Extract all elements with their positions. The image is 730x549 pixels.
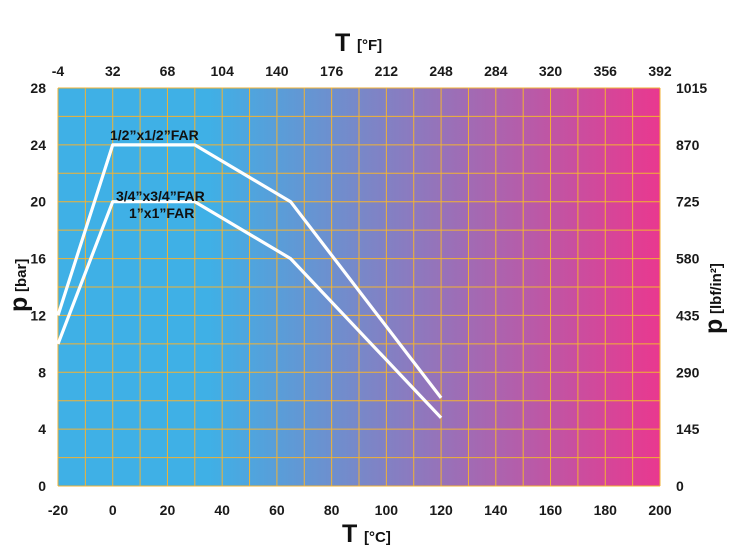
top-tick-label: 140 <box>265 63 289 79</box>
top-tick-label: 176 <box>320 63 344 79</box>
bottom-tick-label: 180 <box>594 502 618 518</box>
right-tick-label: 580 <box>676 251 700 267</box>
bottom-tick-label: 140 <box>484 502 508 518</box>
bottom-tick-label: 100 <box>375 502 399 518</box>
right-tick-label: 290 <box>676 364 700 380</box>
bottom-tick-label: 160 <box>539 502 563 518</box>
bottom-axis-unit: [°C] <box>364 529 391 546</box>
right-axis-symbol: p <box>700 319 728 334</box>
top-tick-label: 320 <box>539 63 563 79</box>
left-tick-label: 12 <box>30 307 46 323</box>
top-tick-label: 284 <box>484 63 508 79</box>
bottom-axis-symbol: T <box>342 520 357 548</box>
top-tick-label: 212 <box>375 63 399 79</box>
bottom-tick-label: 0 <box>109 502 117 518</box>
right-tick-label: 145 <box>676 421 700 437</box>
series-label-3: 1”x1”FAR <box>129 205 194 221</box>
bottom-tick-label: 40 <box>214 502 230 518</box>
top-tick-label: 392 <box>648 63 672 79</box>
top-tick-label: 356 <box>594 63 618 79</box>
bottom-tick-label: 20 <box>160 502 176 518</box>
top-tick-label: 104 <box>211 63 235 79</box>
right-tick-label: 725 <box>676 194 700 210</box>
left-tick-label: 4 <box>38 421 46 437</box>
left-axis-unit: [bar] <box>13 259 30 292</box>
left-tick-label: 8 <box>38 364 46 380</box>
bottom-tick-label: 200 <box>648 502 672 518</box>
right-tick-label: 870 <box>676 137 700 153</box>
series-label-1: 1/2”x1/2”FAR <box>110 127 199 143</box>
series-lines <box>56 143 443 419</box>
tick-labels: -20 0 20 40 60 80 100 120 140 160 180 200-4 32 68 104 1… <box>30 63 707 518</box>
grid-lines <box>57 87 661 487</box>
bottom-tick-label: -20 <box>48 502 68 518</box>
left-tick-label: 0 <box>38 478 46 494</box>
right-tick-label: 0 <box>676 478 684 494</box>
top-tick-label: -4 <box>52 63 65 79</box>
right-tick-label: 1015 <box>676 80 707 96</box>
top-tick-label: 248 <box>429 63 453 79</box>
right-axis-unit: [lbf/in²] <box>708 263 725 314</box>
top-axis-symbol: T <box>335 29 350 57</box>
left-tick-label: 28 <box>30 80 46 96</box>
bottom-tick-label: 120 <box>429 502 453 518</box>
top-tick-label: 68 <box>160 63 176 79</box>
left-tick-label: 20 <box>30 194 46 210</box>
bottom-tick-label: 80 <box>324 502 340 518</box>
bottom-tick-label: 60 <box>269 502 285 518</box>
top-tick-label: 32 <box>105 63 121 79</box>
left-tick-label: 24 <box>30 137 46 153</box>
series-line-2 <box>56 200 443 419</box>
right-tick-label: 435 <box>676 307 700 323</box>
series-line-1 <box>56 143 443 399</box>
top-axis-unit: [°F] <box>357 37 382 54</box>
left-axis-symbol: p <box>5 297 33 312</box>
left-tick-label: 16 <box>30 251 46 267</box>
series-label-2: 3/4”x3/4”FAR <box>116 188 205 204</box>
